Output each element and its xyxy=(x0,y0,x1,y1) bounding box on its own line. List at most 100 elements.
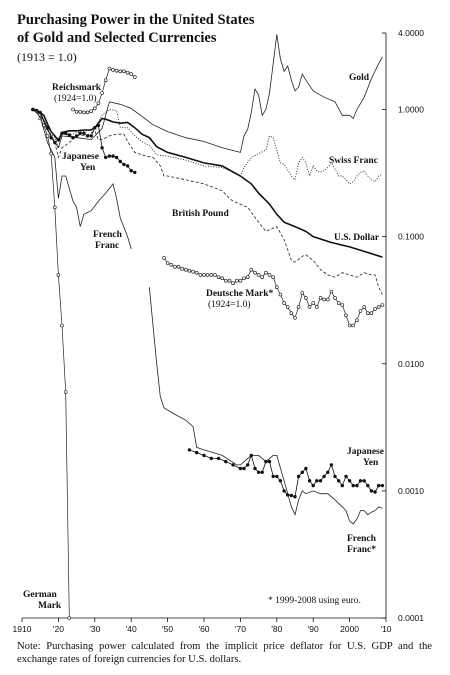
data-point-japanese-yen-postwar xyxy=(286,493,290,497)
data-point-japanese-yen-prewar xyxy=(122,162,126,167)
data-point-japanese-yen-postwar xyxy=(311,483,315,488)
data-point-reichsmark xyxy=(85,110,90,115)
data-point-deutsche-mark xyxy=(173,264,177,269)
data-point-deutsche-mark xyxy=(318,296,323,300)
y-tick-label: 4.0000 xyxy=(398,28,424,38)
data-point-deutsche-mark xyxy=(264,270,268,275)
series-deutsche-mark xyxy=(162,256,385,328)
data-point-reichsmark xyxy=(107,66,112,71)
series-line-french-franc xyxy=(32,109,132,250)
series-line-gold xyxy=(32,34,383,153)
series-line-german-mark xyxy=(32,109,70,619)
series-german-mark xyxy=(31,107,72,620)
data-point-deutsche-mark xyxy=(235,278,239,283)
data-point-deutsche-mark xyxy=(373,307,377,311)
label-deutsche-mark-base: (1924=1.0) xyxy=(208,299,251,310)
data-point-deutsche-mark xyxy=(307,305,312,309)
data-point-deutsche-mark xyxy=(376,305,381,309)
data-point-japanese-yen-postwar xyxy=(340,483,344,488)
data-point-deutsche-mark xyxy=(198,273,203,277)
data-point-japanese-yen-prewar xyxy=(45,125,50,130)
data-point-reichsmark xyxy=(122,69,126,74)
data-point-japanese-yen-postwar xyxy=(271,474,275,479)
chart-subtitle: (1913 = 1.0) xyxy=(17,50,77,64)
data-point-deutsche-mark xyxy=(351,323,356,328)
data-point-deutsche-mark xyxy=(209,273,214,277)
data-point-japanese-yen-postwar xyxy=(256,470,261,474)
series-line-swiss-franc xyxy=(32,109,383,185)
series-reichsmark xyxy=(71,66,137,115)
label-french-franc-postwar-1: French xyxy=(347,534,377,544)
data-point-japanese-yen-postwar xyxy=(377,483,381,488)
data-point-japanese-yen-postwar xyxy=(347,479,352,483)
data-point-japanese-yen-postwar xyxy=(351,483,355,488)
x-tick-label: '60 xyxy=(198,624,209,634)
data-point-deutsche-mark xyxy=(165,261,170,265)
data-point-japanese-yen-prewar xyxy=(60,131,64,136)
data-point-deutsche-mark xyxy=(184,267,188,272)
data-point-japanese-yen-prewar xyxy=(38,110,42,115)
data-point-japanese-yen-prewar xyxy=(114,155,119,160)
x-tick-label: '80 xyxy=(271,624,282,634)
data-point-japanese-yen-postwar xyxy=(322,474,326,479)
data-point-reichsmark xyxy=(78,110,82,114)
label-french-franc-postwar-2: Franc* xyxy=(347,545,376,555)
label-swiss-franc: Swiss Franc xyxy=(329,156,378,166)
data-point-deutsche-mark xyxy=(296,305,301,309)
data-point-japanese-yen-prewar xyxy=(89,134,93,138)
data-point-deutsche-mark xyxy=(249,267,254,272)
data-point-japanese-yen-prewar xyxy=(85,134,90,138)
data-point-deutsche-mark xyxy=(336,301,341,305)
data-point-japanese-yen-postwar xyxy=(278,479,283,483)
data-point-deutsche-mark xyxy=(311,301,316,305)
data-point-deutsche-mark xyxy=(322,297,326,302)
data-point-deutsche-mark xyxy=(347,323,352,328)
series-french-franc xyxy=(32,109,132,250)
data-point-deutsche-mark xyxy=(333,296,337,300)
label-gold: Gold xyxy=(349,73,370,83)
data-point-japanese-yen-postwar xyxy=(282,489,286,493)
series-swiss-franc xyxy=(32,109,383,185)
series-gold xyxy=(32,34,383,153)
data-point-japanese-yen-postwar xyxy=(326,470,330,474)
data-point-japanese-yen-postwar xyxy=(224,459,228,464)
data-point-japanese-yen-postwar xyxy=(307,479,312,483)
data-point-deutsche-mark xyxy=(304,296,308,300)
data-point-japanese-yen-postwar xyxy=(362,479,366,483)
x-tick-label: '20 xyxy=(53,624,64,634)
data-point-deutsche-mark xyxy=(314,305,319,309)
data-point-reichsmark xyxy=(125,70,130,75)
data-point-japanese-yen-postwar xyxy=(231,463,235,467)
data-point-japanese-yen-prewar xyxy=(118,159,123,164)
data-point-japanese-yen-prewar xyxy=(53,140,57,145)
data-point-deutsche-mark xyxy=(245,275,250,280)
data-point-deutsche-mark xyxy=(176,264,181,269)
data-point-deutsche-mark xyxy=(274,285,279,290)
data-point-reichsmark xyxy=(103,78,108,82)
data-point-japanese-yen-prewar xyxy=(67,133,72,137)
y-tick-label: 0.1000 xyxy=(398,232,424,242)
label-japanese-yen-prewar-2: Yen xyxy=(80,163,96,173)
data-point-reichsmark xyxy=(89,109,93,113)
data-point-japanese-yen-prewar xyxy=(82,131,86,136)
data-point-japanese-yen-postwar xyxy=(304,466,308,471)
data-point-deutsche-mark xyxy=(191,269,195,274)
label-german-mark-1: German xyxy=(23,590,57,600)
data-point-japanese-yen-postwar xyxy=(318,479,323,483)
data-point-deutsche-mark xyxy=(325,297,330,302)
label-reichsmark-base: (1924=1.0) xyxy=(54,93,97,104)
data-point-japanese-yen-postwar xyxy=(337,479,341,483)
data-point-reichsmark xyxy=(71,107,75,112)
data-point-japanese-yen-postwar xyxy=(275,474,279,479)
data-point-japanese-yen-prewar xyxy=(133,170,137,175)
data-point-deutsche-mark xyxy=(187,268,192,273)
data-point-deutsche-mark xyxy=(205,273,210,277)
data-point-japanese-yen-postwar xyxy=(202,453,206,458)
series-u-s-dollar xyxy=(32,108,383,258)
data-point-reichsmark xyxy=(133,75,137,79)
data-point-japanese-yen-postwar xyxy=(315,479,319,483)
label-german-mark-2: Mark xyxy=(38,601,62,611)
data-point-japanese-yen-postwar xyxy=(333,474,337,479)
data-point-japanese-yen-prewar xyxy=(71,136,75,140)
data-point-deutsche-mark xyxy=(355,318,359,323)
